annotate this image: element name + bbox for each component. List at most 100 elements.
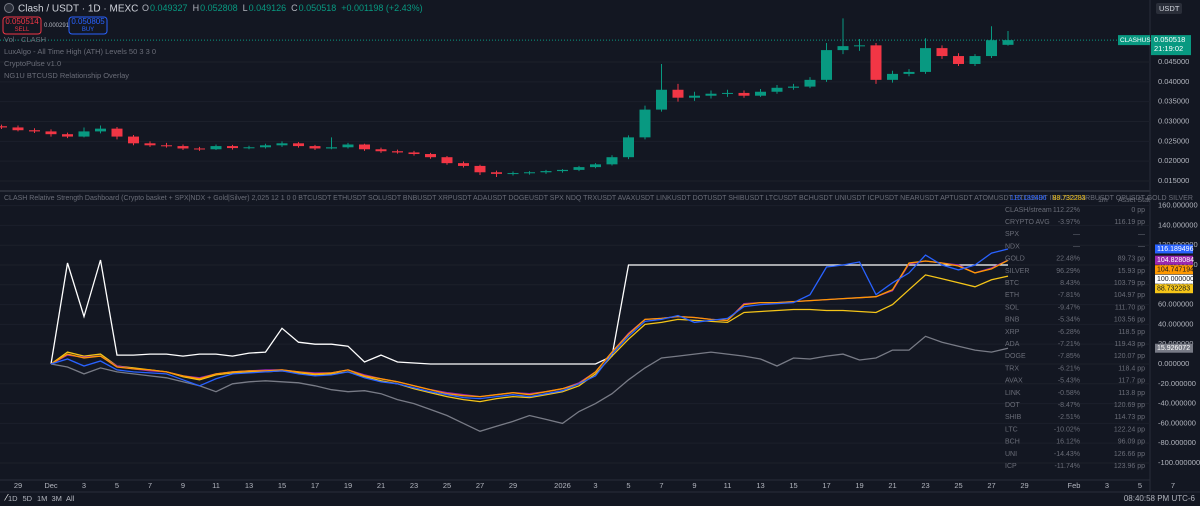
y-tick-label: 40.000000 (1158, 319, 1193, 328)
overlay: Clash / USDT · 1D · MEXC O0.049327 H0.052… (2, 3, 1200, 503)
table-cell: 0 pp (1131, 207, 1145, 214)
range-button[interactable]: 3M (52, 494, 62, 503)
indicator-name[interactable]: NG1U BTCUSD Relationship Overlay (4, 71, 129, 80)
table-cell: SOL (1005, 304, 1019, 311)
x-tick-label: 17 (311, 481, 319, 490)
table-cell: 113.8 pp (1118, 390, 1145, 397)
x-tick-label: 9 (181, 481, 185, 490)
candle-body (425, 154, 436, 158)
table-cell: 96.29% (1056, 268, 1080, 275)
indicator-name[interactable]: LuxAlgo - All Time High (ATH) Levels 50 … (4, 47, 156, 56)
symbol-icon (4, 3, 14, 13)
x-tick-label: 7 (148, 481, 152, 490)
table-cell: 122.24 pp (1114, 426, 1145, 433)
buy-label[interactable]: BUY (82, 27, 94, 33)
table-cell: 120.07 pp (1114, 353, 1145, 360)
x-tick-label: 29 (509, 481, 517, 490)
table-cell: 118.4 pp (1118, 365, 1145, 372)
range-button[interactable]: 1M (37, 494, 47, 503)
sell-button[interactable] (2, 16, 42, 35)
range-button[interactable]: All (66, 494, 75, 503)
candle-body (408, 152, 420, 155)
x-tick-label: 27 (987, 481, 995, 490)
candle-body (375, 149, 387, 152)
table-cell: 103.79 pp (1114, 280, 1145, 287)
x-tick-label: 21 (377, 481, 385, 490)
buy-price[interactable]: 0.050805 (71, 17, 105, 26)
table-cell: CRYPTO AVG (1005, 219, 1050, 226)
table-cell: -7.81% (1058, 292, 1080, 299)
table-cell: 123.96 pp (1114, 463, 1145, 470)
candle-body (474, 165, 486, 173)
currency[interactable]: USDT (1159, 4, 1180, 13)
table-cell: 118.5 pp (1118, 329, 1145, 336)
indicator-line (50, 259, 1008, 365)
x-tick-label: 11 (724, 481, 732, 490)
sell-label[interactable]: SELL (15, 27, 30, 33)
range-button[interactable]: 1D (8, 494, 18, 503)
table-cell: -3.97% (1058, 219, 1080, 226)
series-value-box (1155, 343, 1193, 353)
currency-box[interactable] (1156, 3, 1182, 14)
x-tick-label: 29 (1020, 481, 1028, 490)
x-tick-label: 15 (789, 481, 797, 490)
series-value-box (1155, 255, 1193, 265)
candle-body (986, 40, 997, 57)
y-tick-label: -100.000000 (1158, 458, 1200, 467)
x-tick-label: 11 (212, 481, 220, 490)
ohlc-value: 0.052808 (200, 3, 238, 13)
range-button[interactable]: 5D (23, 494, 33, 503)
x-tick-label: 15 (278, 481, 286, 490)
candle-body (194, 148, 205, 150)
candle-body (953, 56, 964, 64)
candle-body (458, 163, 469, 166)
candle-body (590, 164, 601, 168)
spread: 0.000291 (44, 23, 70, 29)
stats-table: 1m Asset Stat CLASH/stream 112.22% 0 pp CRYPT… (1005, 197, 1150, 470)
table-header: 1m (1098, 197, 1108, 204)
candle-body (524, 172, 535, 174)
candle-body (656, 89, 667, 110)
table-cell: 8.43% (1060, 280, 1080, 287)
table-cell: DOGE (1005, 353, 1026, 360)
clock: 08:40:58 PM UTC-6 (1124, 494, 1196, 503)
x-tick-label: 5 (115, 481, 119, 490)
candle-body (0, 126, 7, 128)
indicator-title-values: 116.189496 88.732283 (1010, 195, 1086, 202)
countdown: 21:19:02 (1154, 44, 1183, 53)
candle-body (639, 109, 651, 138)
candle-body (738, 92, 750, 96)
sell-price[interactable]: 0.050514 (5, 17, 39, 26)
series-value-label: 88.732283 (1157, 286, 1190, 293)
y-tick-label: 20.000000 (1158, 339, 1193, 348)
candle-body (309, 146, 321, 149)
candle-body (689, 95, 700, 98)
y-tick-label: 0.015000 (1158, 176, 1189, 185)
table-cell: -7.85% (1058, 353, 1080, 360)
table-cell: LINK (1005, 390, 1021, 397)
candle-body (903, 71, 915, 74)
candle-body (491, 172, 502, 174)
table-header: Asset Stat (1118, 197, 1150, 204)
indicator-name[interactable]: CryptoPulse v1.0 (4, 59, 61, 68)
table-cell: -8.47% (1058, 402, 1080, 409)
y-tick-label: -80.000000 (1158, 438, 1196, 447)
x-tick-label: 3 (82, 481, 86, 490)
table-cell: — (1138, 231, 1145, 238)
table-cell: SILVER (1005, 268, 1029, 275)
table-cell: -6.21% (1058, 365, 1080, 372)
candle-body (969, 56, 981, 64)
candle-body (771, 87, 783, 92)
symbol-title[interactable]: Clash / USDT · 1D · MEXC (18, 4, 138, 15)
table-cell: SPX (1005, 231, 1019, 238)
table-cell: 120.69 pp (1114, 402, 1145, 409)
buy-button[interactable] (68, 16, 108, 35)
indicator-title-value: 116.189496 (1010, 195, 1047, 202)
candle-body (507, 173, 519, 175)
x-tick-label: 13 (756, 481, 764, 490)
candle-body (29, 130, 40, 132)
x-tick-label: 5 (626, 481, 630, 490)
table-cell: -5.43% (1058, 378, 1080, 385)
indicator-name[interactable]: Vol · CLASH (4, 35, 46, 44)
